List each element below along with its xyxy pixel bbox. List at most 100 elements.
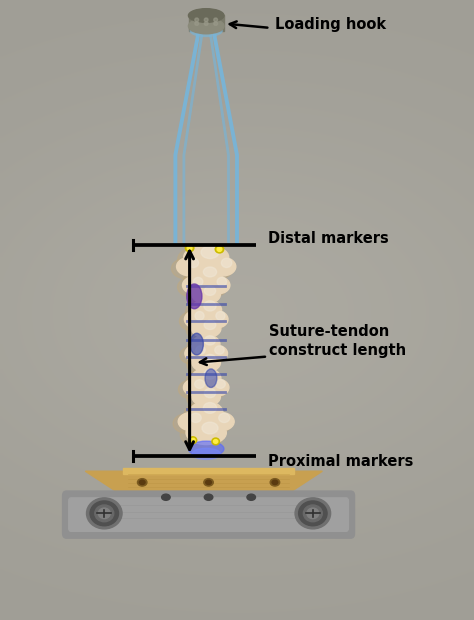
Ellipse shape (204, 336, 216, 345)
Ellipse shape (188, 9, 224, 22)
Ellipse shape (204, 494, 213, 500)
Ellipse shape (217, 247, 222, 252)
Ellipse shape (199, 380, 227, 399)
Ellipse shape (190, 266, 223, 286)
Ellipse shape (202, 422, 218, 434)
Ellipse shape (204, 370, 216, 379)
Ellipse shape (186, 320, 219, 341)
Ellipse shape (185, 345, 209, 361)
Ellipse shape (192, 448, 220, 459)
Ellipse shape (195, 311, 204, 320)
Ellipse shape (204, 345, 228, 361)
Ellipse shape (191, 438, 195, 442)
Ellipse shape (193, 277, 203, 286)
Ellipse shape (216, 379, 225, 388)
Ellipse shape (191, 299, 221, 320)
FancyBboxPatch shape (63, 491, 355, 538)
Ellipse shape (184, 245, 228, 270)
Ellipse shape (192, 353, 220, 372)
Text: Proximal markers: Proximal markers (268, 454, 413, 469)
Ellipse shape (187, 246, 192, 250)
Ellipse shape (185, 244, 194, 252)
Ellipse shape (90, 501, 118, 526)
Ellipse shape (99, 508, 110, 518)
Ellipse shape (182, 277, 206, 294)
Ellipse shape (214, 18, 218, 22)
Ellipse shape (188, 441, 224, 456)
Ellipse shape (207, 412, 234, 431)
Ellipse shape (205, 311, 228, 328)
Ellipse shape (191, 368, 221, 388)
Ellipse shape (195, 22, 199, 25)
Ellipse shape (184, 402, 220, 426)
Ellipse shape (201, 246, 219, 259)
Ellipse shape (199, 346, 225, 365)
Ellipse shape (210, 257, 236, 276)
Ellipse shape (219, 414, 230, 423)
Ellipse shape (187, 284, 202, 309)
Ellipse shape (303, 505, 322, 522)
Ellipse shape (295, 498, 331, 529)
Ellipse shape (177, 278, 203, 296)
Ellipse shape (180, 422, 225, 448)
Text: Suture-tendon
construct length: Suture-tendon construct length (269, 324, 406, 358)
Ellipse shape (186, 421, 227, 445)
Ellipse shape (247, 494, 255, 500)
Ellipse shape (190, 25, 223, 37)
Ellipse shape (172, 258, 200, 279)
Ellipse shape (213, 440, 218, 443)
FancyBboxPatch shape (69, 498, 348, 531)
Ellipse shape (204, 320, 216, 330)
FancyBboxPatch shape (189, 16, 224, 31)
Ellipse shape (192, 388, 220, 406)
Ellipse shape (173, 414, 203, 434)
Ellipse shape (201, 278, 228, 296)
Ellipse shape (204, 379, 229, 396)
Ellipse shape (178, 380, 206, 399)
Ellipse shape (188, 258, 199, 268)
Ellipse shape (221, 258, 232, 268)
Ellipse shape (204, 22, 208, 25)
Ellipse shape (186, 369, 219, 391)
Ellipse shape (195, 379, 204, 388)
Ellipse shape (162, 494, 170, 500)
Ellipse shape (190, 334, 203, 355)
Ellipse shape (206, 277, 230, 294)
Ellipse shape (217, 277, 227, 286)
Polygon shape (85, 471, 322, 496)
Ellipse shape (185, 301, 219, 323)
Ellipse shape (204, 286, 216, 295)
Ellipse shape (205, 258, 233, 279)
Ellipse shape (180, 346, 206, 365)
Ellipse shape (187, 286, 218, 307)
Ellipse shape (195, 18, 199, 22)
Ellipse shape (190, 402, 223, 423)
Ellipse shape (189, 436, 197, 444)
Ellipse shape (216, 311, 225, 320)
Text: Loading hook: Loading hook (275, 17, 386, 32)
Ellipse shape (188, 18, 224, 33)
Ellipse shape (86, 498, 122, 529)
Ellipse shape (204, 479, 213, 486)
Ellipse shape (137, 479, 147, 486)
Ellipse shape (184, 311, 207, 328)
Ellipse shape (184, 267, 220, 289)
Ellipse shape (187, 354, 218, 374)
Ellipse shape (203, 267, 217, 277)
Ellipse shape (307, 508, 319, 518)
Ellipse shape (272, 480, 278, 485)
Ellipse shape (206, 480, 211, 485)
Ellipse shape (201, 414, 232, 434)
Ellipse shape (178, 246, 227, 273)
Ellipse shape (183, 379, 208, 396)
Ellipse shape (139, 480, 145, 485)
Ellipse shape (205, 369, 217, 388)
Ellipse shape (214, 22, 218, 25)
Ellipse shape (204, 388, 216, 398)
Ellipse shape (95, 505, 114, 522)
Ellipse shape (192, 335, 220, 353)
Ellipse shape (215, 346, 224, 354)
Ellipse shape (204, 354, 216, 363)
Ellipse shape (204, 301, 216, 311)
Ellipse shape (192, 285, 220, 304)
